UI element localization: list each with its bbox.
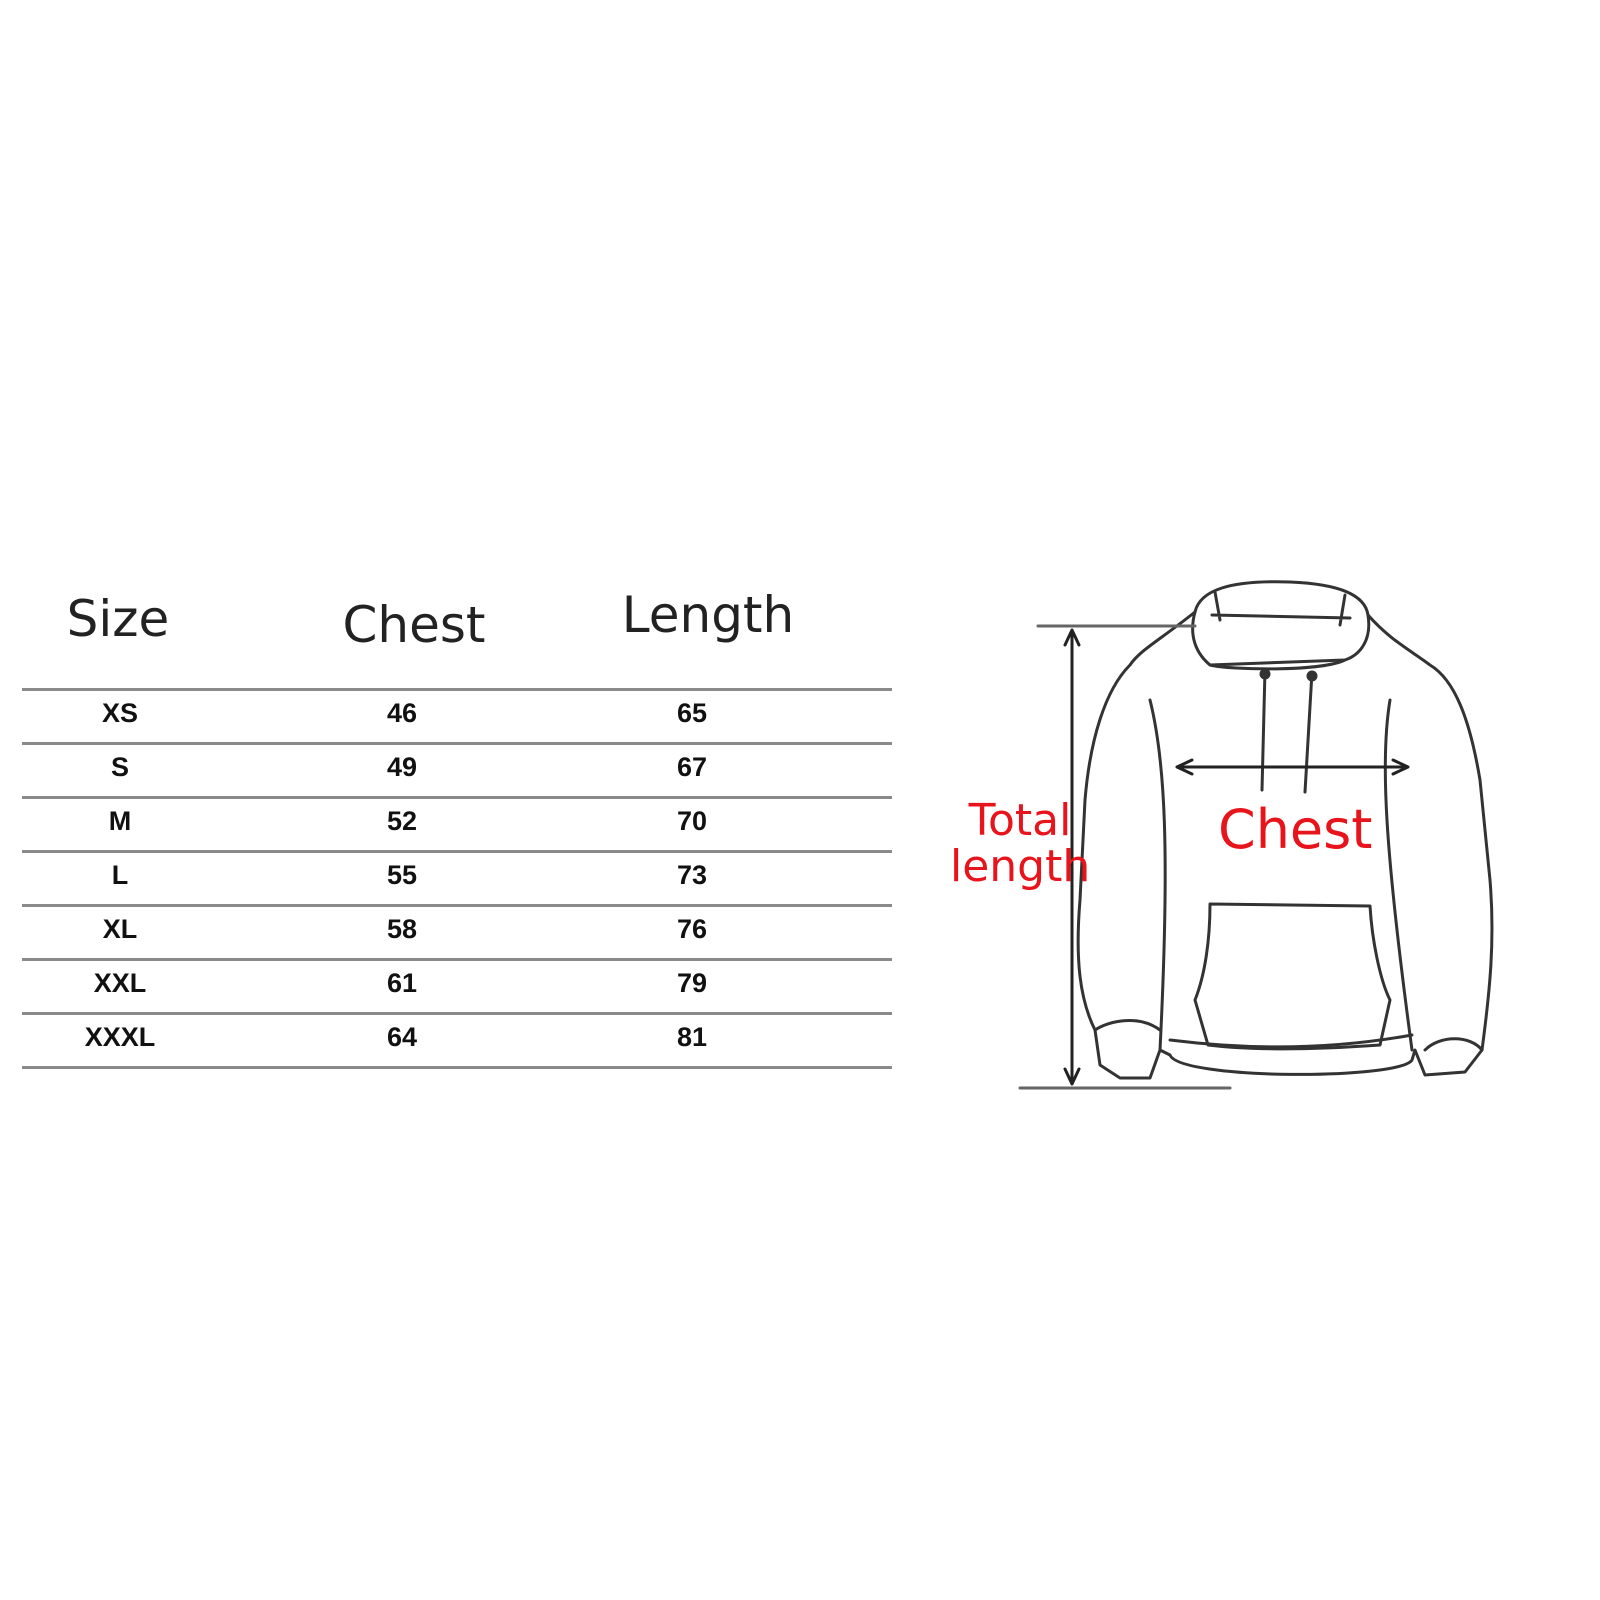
chest-cell: 49 <box>386 752 418 782</box>
row-divider <box>22 1066 892 1069</box>
body-outline <box>1076 610 1494 1080</box>
row-divider <box>22 1012 892 1015</box>
row-divider <box>22 688 892 691</box>
hood-outline <box>1191 580 1371 667</box>
chest-arrow <box>1175 758 1410 776</box>
header-chest: Chest <box>342 596 486 654</box>
length-cell: 73 <box>676 860 708 890</box>
size-cell: M <box>108 806 132 836</box>
row-divider <box>22 742 892 745</box>
chest-cell: 61 <box>386 968 418 998</box>
table-row: S 49 67 <box>22 744 892 798</box>
row-divider <box>22 850 892 853</box>
size-cell: XL <box>102 914 138 944</box>
row-divider <box>22 904 892 907</box>
chest-cell: 46 <box>386 698 418 728</box>
total-length-arrow <box>1063 628 1081 1086</box>
size-cell: S <box>110 752 130 782</box>
length-cell: 67 <box>676 752 708 782</box>
row-divider <box>22 958 892 961</box>
length-cell: 79 <box>676 968 708 998</box>
size-cell: L <box>111 860 129 890</box>
chest-cell: 64 <box>386 1022 418 1052</box>
chest-cell: 58 <box>386 914 418 944</box>
size-cell: XS <box>101 698 139 728</box>
table-row: XS 46 65 <box>22 690 892 744</box>
chest-cell: 52 <box>386 806 418 836</box>
size-cell: XXL <box>93 968 147 998</box>
chest-cell: 55 <box>386 860 418 890</box>
length-cell: 70 <box>676 806 708 836</box>
table-row: XXL 61 79 <box>22 960 892 1014</box>
row-divider <box>22 796 892 799</box>
table-row: XXXL 64 81 <box>22 1014 892 1068</box>
table-row: L 55 73 <box>22 852 892 906</box>
total-length-label: Total length <box>950 798 1090 890</box>
length-cell: 65 <box>676 698 708 728</box>
pocket-outline <box>1193 902 1392 1051</box>
table-row: M 52 70 <box>22 798 892 852</box>
header-size: Size <box>66 590 170 648</box>
total-label-line2: length <box>950 841 1091 892</box>
chest-label: Chest <box>1218 798 1373 861</box>
size-cell: XXXL <box>84 1022 156 1052</box>
total-label-line1: Total <box>968 795 1072 846</box>
table-row: XL 58 76 <box>22 906 892 960</box>
length-cell: 81 <box>676 1022 708 1052</box>
header-length: Length <box>621 586 795 644</box>
length-cell: 76 <box>676 914 708 944</box>
